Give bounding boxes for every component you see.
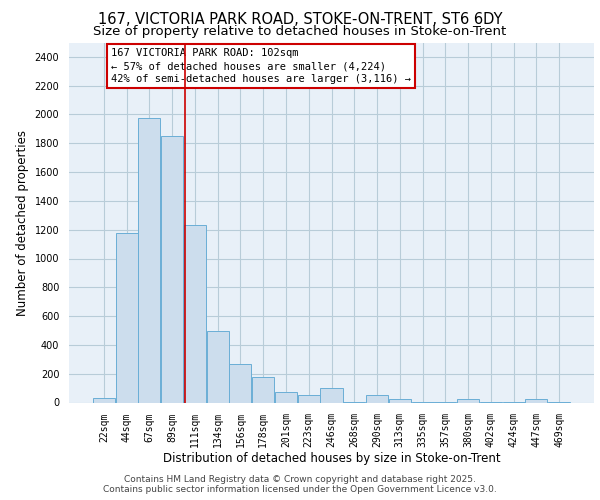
- Bar: [275, 392, 297, 402]
- Bar: [252, 378, 274, 402]
- Text: Size of property relative to detached houses in Stoke-on-Trent: Size of property relative to detached ho…: [94, 25, 506, 38]
- Bar: [116, 234, 138, 402]
- Bar: [320, 388, 343, 402]
- Bar: [298, 396, 320, 402]
- Bar: [366, 396, 388, 402]
- Bar: [229, 364, 251, 403]
- X-axis label: Distribution of detached houses by size in Stoke-on-Trent: Distribution of detached houses by size …: [163, 452, 500, 464]
- Text: 167 VICTORIA PARK ROAD: 102sqm
← 57% of detached houses are smaller (4,224)
42% : 167 VICTORIA PARK ROAD: 102sqm ← 57% of …: [111, 48, 411, 84]
- Bar: [206, 330, 229, 402]
- Y-axis label: Number of detached properties: Number of detached properties: [16, 130, 29, 316]
- Bar: [389, 399, 411, 402]
- Bar: [457, 399, 479, 402]
- Text: 167, VICTORIA PARK ROAD, STOKE-ON-TRENT, ST6 6DY: 167, VICTORIA PARK ROAD, STOKE-ON-TRENT,…: [98, 12, 502, 26]
- Bar: [161, 136, 183, 402]
- Bar: [525, 399, 547, 402]
- Bar: [139, 118, 160, 403]
- Text: Contains HM Land Registry data © Crown copyright and database right 2025.
Contai: Contains HM Land Registry data © Crown c…: [103, 474, 497, 494]
- Bar: [93, 398, 115, 402]
- Bar: [184, 226, 206, 402]
